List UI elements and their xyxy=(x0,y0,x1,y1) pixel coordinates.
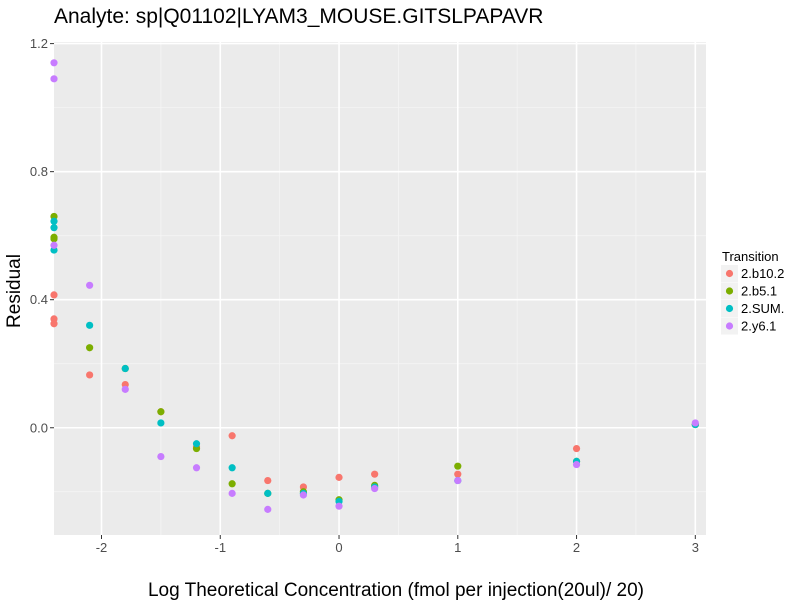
legend-title: Transition xyxy=(722,249,779,264)
data-point xyxy=(157,452,165,461)
data-point xyxy=(572,460,581,469)
data-point xyxy=(50,291,58,299)
data-point xyxy=(335,502,343,510)
data-point xyxy=(50,217,58,225)
x-tick-label: 0 xyxy=(335,540,342,555)
data-point xyxy=(228,480,236,488)
data-point xyxy=(50,224,58,232)
data-point xyxy=(228,464,236,472)
data-point xyxy=(86,281,94,289)
data-point xyxy=(157,408,165,416)
data-point xyxy=(50,320,58,328)
data-point xyxy=(454,462,462,470)
legend-label: 2.b10.2 xyxy=(741,266,784,281)
legend-marker xyxy=(725,269,734,278)
legend-label: 2.SUM. xyxy=(741,301,784,316)
legend-marker xyxy=(725,304,734,313)
x-axis-ticks: -2 -1 0 1 2 3 xyxy=(96,535,699,555)
data-point xyxy=(572,444,581,453)
x-tick-label: 2 xyxy=(573,540,580,555)
plot-panel xyxy=(54,42,706,535)
data-point xyxy=(454,470,462,478)
x-axis-title: Log Theoretical Concentration (fmol per … xyxy=(148,580,644,600)
data-point xyxy=(371,470,379,478)
x-tick-label: 1 xyxy=(454,540,461,555)
legend-marker xyxy=(725,287,734,295)
legend-label: 2.y6.1 xyxy=(741,319,776,334)
data-point xyxy=(228,489,236,497)
data-point xyxy=(86,321,94,329)
data-point xyxy=(264,476,272,485)
data-point xyxy=(50,75,58,83)
legend-label: 2.b5.1 xyxy=(741,284,777,299)
data-point xyxy=(50,241,58,249)
y-axis-title: Residual xyxy=(4,254,25,328)
data-point xyxy=(86,344,94,352)
x-tick-label: 3 xyxy=(692,540,699,555)
y-tick-label: 0.4 xyxy=(30,292,48,307)
data-point xyxy=(192,464,201,472)
data-point xyxy=(371,484,379,493)
data-point xyxy=(50,235,58,243)
data-points xyxy=(50,59,699,513)
legend-items: 2.b10.2 2.b5.1 2.SUM. 2.y6.1 xyxy=(721,265,784,335)
data-point xyxy=(86,371,94,379)
legend: Transition 2.b10.2 2.b5.1 2.SUM. 2.y6.1 xyxy=(721,249,784,335)
y-tick-label: 0.8 xyxy=(30,164,48,179)
data-point xyxy=(299,491,307,499)
x-tick-label: -1 xyxy=(214,540,226,555)
x-tick-label: -2 xyxy=(96,540,108,555)
legend-marker xyxy=(725,322,734,330)
data-point xyxy=(121,364,129,373)
data-point xyxy=(50,59,58,67)
y-axis-ticks: 0.0 0.4 0.8 1.2 xyxy=(30,36,54,435)
y-tick-label: 0.0 xyxy=(30,420,48,435)
data-point xyxy=(264,489,272,497)
series-2.y6.1 xyxy=(50,59,699,513)
data-point xyxy=(454,476,462,485)
chart-title: Analyte: sp|Q01102|LYAM3_MOUSE.GITSLPAPA… xyxy=(54,5,543,28)
data-point xyxy=(157,419,165,427)
data-point xyxy=(335,473,343,481)
grid-lines xyxy=(54,42,706,535)
data-point xyxy=(691,419,699,427)
data-point xyxy=(264,505,272,513)
y-tick-label: 1.2 xyxy=(30,36,48,51)
data-point xyxy=(192,440,201,448)
data-point xyxy=(228,432,236,440)
data-point xyxy=(121,385,129,393)
